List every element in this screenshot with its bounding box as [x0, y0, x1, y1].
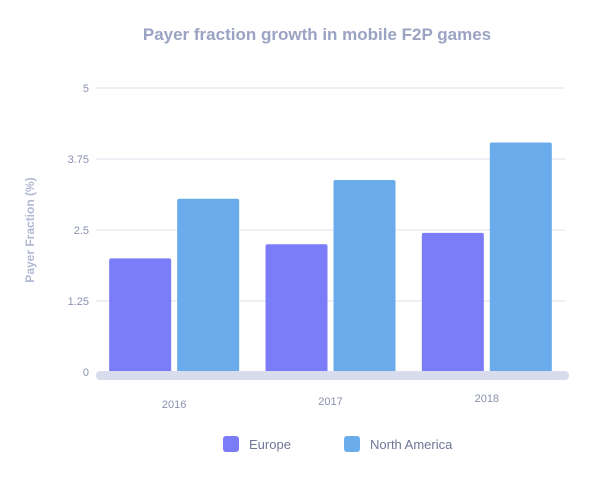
- bar-north-america-2016: [177, 198, 240, 374]
- y-tick-label: 3.75: [68, 154, 89, 166]
- x-tick-label: 2016: [162, 399, 186, 411]
- y-tick-label: 2.5: [74, 225, 89, 237]
- y-tick-label: 1.25: [68, 296, 89, 308]
- gridlines: [96, 87, 565, 302]
- y-tick-label: 0: [83, 367, 89, 379]
- x-axis-baseline: [96, 371, 569, 380]
- bar-north-america-2018: [489, 142, 552, 374]
- legend-label: Europe: [249, 437, 291, 452]
- bars: [109, 142, 552, 374]
- legend-swatch: [223, 436, 239, 452]
- bar-north-america-2017: [333, 180, 396, 374]
- x-tick-label: 2018: [475, 393, 499, 405]
- legend-label: North America: [370, 437, 453, 452]
- x-axis-ticks: 2016 2017 2018: [162, 393, 499, 411]
- x-tick-label: 2017: [318, 396, 342, 408]
- y-axis-label: Payer Fraction (%): [23, 177, 37, 282]
- bar-europe-2016: [109, 258, 172, 374]
- legend: Europe North America: [223, 436, 453, 452]
- y-tick-label: 5: [83, 83, 89, 95]
- bar-europe-2017: [265, 244, 328, 374]
- bar-europe-2018: [421, 232, 484, 374]
- y-axis-ticks: 0 1.25 2.5 3.75 5: [68, 83, 89, 379]
- legend-swatch: [344, 436, 360, 452]
- chart-title: Payer fraction growth in mobile F2P game…: [143, 25, 491, 44]
